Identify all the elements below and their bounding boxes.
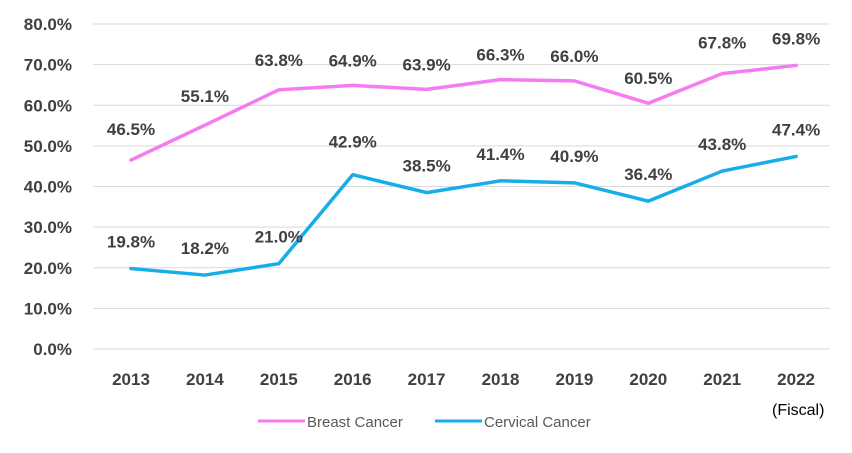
data-label-cervical-cancer: 36.4% [624, 165, 672, 184]
data-label-breast-cancer: 69.8% [772, 29, 820, 48]
data-label-breast-cancer: 55.1% [181, 87, 229, 106]
legend-label-cervical-cancer: Cervical Cancer [484, 414, 591, 431]
legend: Breast Cancer Cervical Cancer [258, 414, 591, 431]
data-label-breast-cancer: 60.5% [624, 69, 672, 88]
data-label-breast-cancer: 67.8% [698, 34, 746, 53]
y-tick-label: 30.0% [24, 218, 72, 237]
legend-label-breast-cancer: Breast Cancer [307, 414, 403, 431]
data-label-cervical-cancer: 42.9% [329, 133, 377, 152]
data-label-cervical-cancer: 21.0% [255, 228, 303, 247]
y-tick-label: 50.0% [24, 137, 72, 156]
y-tick-label: 10.0% [24, 299, 72, 318]
x-tick-label: 2014 [186, 370, 224, 389]
data-labels: 46.5% 55.1% 63.8% 64.9% 63.9% 66.3% 66.0% 60.5%… [107, 29, 820, 258]
data-label-breast-cancer: 66.0% [550, 47, 598, 66]
y-tick-label: 0.0% [33, 340, 72, 359]
series-lines [129, 63, 798, 277]
y-tick-label: 80.0% [24, 15, 72, 34]
data-label-cervical-cancer: 47.4% [772, 120, 820, 139]
x-tick-label: 2021 [703, 370, 741, 389]
y-tick-label: 70.0% [24, 56, 72, 75]
data-label-breast-cancer: 64.9% [329, 51, 377, 70]
x-tick-label: 2016 [334, 370, 372, 389]
x-tick-label: 2018 [482, 370, 520, 389]
x-tick-label: 2019 [555, 370, 593, 389]
x-tick-label: 2020 [629, 370, 667, 389]
x-tick-label: 2022 [777, 370, 815, 389]
data-label-breast-cancer: 63.8% [255, 51, 303, 70]
y-tick-label: 20.0% [24, 259, 72, 278]
x-tick-label: 2013 [112, 370, 150, 389]
data-label-cervical-cancer: 19.8% [107, 233, 155, 252]
data-label-cervical-cancer: 18.2% [181, 239, 229, 258]
data-label-cervical-cancer: 40.9% [550, 147, 598, 166]
y-tick-label: 40.0% [24, 178, 72, 197]
data-label-cervical-cancer: 43.8% [698, 135, 746, 154]
x-tick-label: 2017 [408, 370, 446, 389]
y-tick-label: 60.0% [24, 96, 72, 115]
x-axis-unit-label: (Fiscal) [772, 402, 824, 419]
y-axis-ticks: 0.0% 10.0% 20.0% 30.0% 40.0% 50.0% 60.0% 70.0% 8… [24, 15, 72, 359]
x-axis-ticks: 2013 2014 2015 2016 2017 2018 2019 2020 2021 2022 [112, 370, 815, 389]
data-label-breast-cancer: 66.3% [476, 46, 524, 65]
data-label-breast-cancer: 63.9% [402, 55, 450, 74]
data-label-breast-cancer: 46.5% [107, 120, 155, 139]
data-label-cervical-cancer: 38.5% [402, 157, 450, 176]
series-line-breast-cancer [129, 63, 798, 162]
data-label-cervical-cancer: 41.4% [476, 145, 524, 164]
series-line-cervical-cancer [129, 154, 798, 277]
x-tick-label: 2015 [260, 370, 298, 389]
